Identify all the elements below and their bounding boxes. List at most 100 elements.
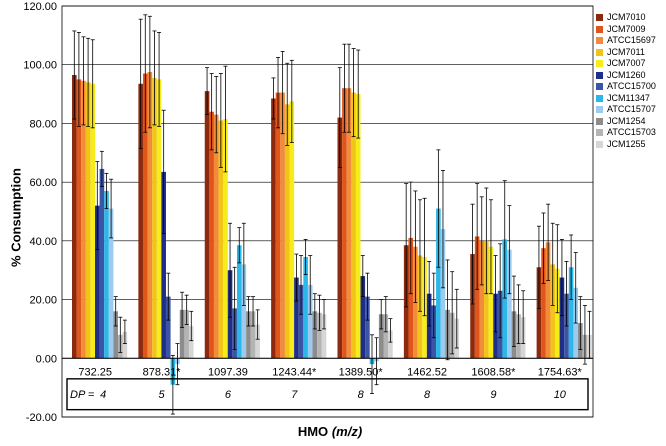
legend-swatch (596, 25, 603, 33)
x-tick-label: 1754.63* (538, 366, 583, 378)
legend-label: JCM7009 (607, 23, 646, 34)
bar (179, 309, 185, 359)
legend-item: ATCC15697 (596, 35, 666, 47)
x-tick-label: 1097.39 (208, 366, 248, 378)
bar (351, 92, 356, 359)
legend-label: ATCC15707 (607, 104, 656, 114)
legend-item: ATCC15700 (596, 81, 666, 93)
bar (312, 311, 318, 359)
bar (550, 264, 556, 359)
bar (284, 104, 290, 359)
legend-label: ATCC15700 (607, 81, 656, 91)
bar (236, 245, 242, 359)
bar (138, 83, 143, 359)
legend-swatch (596, 117, 603, 125)
legend-item: JCM7010 (596, 12, 666, 24)
bar (555, 268, 560, 359)
bar (346, 88, 352, 359)
bar (188, 325, 194, 359)
x-tick-label: 732.25 (78, 366, 112, 378)
bar (142, 73, 148, 359)
legend-swatch (596, 48, 603, 56)
x-axis-title: HMO (m/z) (230, 424, 430, 439)
bar (289, 101, 295, 359)
legend-swatch (596, 83, 603, 91)
bar (209, 111, 214, 359)
legend: JCM7010 JCM7009 ATCC15697 JCM7011 JCM7007 JCM… (596, 12, 666, 150)
bar (246, 311, 251, 359)
dp-value: 9 (490, 389, 496, 401)
y-axis-title: % Consumption (8, 168, 24, 267)
legend-item: JCM7009 (596, 24, 666, 36)
bar (250, 311, 256, 359)
bar (275, 92, 281, 359)
bar (95, 205, 100, 359)
legend-item: JCM1255 (596, 139, 666, 151)
legend-label: JCM1260 (607, 69, 646, 80)
bar (72, 74, 77, 359)
legend-label: JCM7007 (607, 58, 646, 68)
y-tick-label: -20.00 (26, 412, 57, 424)
bar (241, 264, 247, 359)
legend-label: JCM11347 (607, 92, 650, 103)
bar (440, 229, 446, 359)
x-axis-title-text: HMO (297, 424, 329, 439)
bar (255, 324, 260, 359)
bar (541, 248, 546, 359)
dp-value: 6 (225, 389, 232, 401)
bar (81, 80, 86, 359)
bar (317, 312, 322, 359)
x-tick-label: 878.31* (143, 366, 182, 378)
bar (303, 257, 308, 359)
x-tick-label: 1243.44* (272, 366, 317, 378)
bar (85, 82, 91, 359)
y-tick-label: 120.00 (23, 1, 57, 13)
bar (507, 249, 512, 359)
bar (298, 284, 304, 359)
legend-swatch (596, 140, 603, 148)
bar (559, 277, 565, 359)
legend-swatch (596, 37, 603, 45)
bar (342, 88, 347, 359)
legend-item: ATCC15707 (596, 104, 666, 116)
dp-value: 8 (424, 389, 431, 401)
legend-item: JCM1260 (596, 70, 666, 82)
x-tick-label: 1608.58* (471, 366, 516, 378)
bar (470, 254, 475, 359)
y-tick-label: 40.00 (29, 236, 57, 248)
dp-label: DP = (70, 389, 95, 401)
bar (280, 92, 285, 359)
bar (388, 330, 393, 359)
bar (294, 277, 299, 359)
legend-label: JCM7010 (607, 12, 646, 22)
bar (484, 240, 489, 359)
bar (165, 296, 171, 359)
legend-swatch (596, 14, 603, 22)
y-tick-label: 60.00 (29, 177, 57, 189)
bar (378, 314, 384, 359)
legend-item: JCM11347 (596, 93, 666, 105)
bar (213, 114, 219, 359)
legend-swatch (596, 60, 603, 68)
bar (218, 120, 224, 359)
legend-swatch (596, 71, 603, 79)
bar (76, 79, 82, 359)
x-tick-label: 1462.52 (407, 366, 447, 378)
bar (147, 72, 153, 359)
bar (436, 208, 441, 359)
bar (502, 239, 508, 359)
bar (488, 246, 494, 359)
bar (108, 208, 114, 359)
bar (104, 190, 109, 359)
legend-item: JCM7011 (596, 47, 666, 59)
bar (307, 284, 313, 359)
bar (355, 94, 361, 359)
dp-value: 4 (100, 389, 106, 401)
bar (271, 98, 276, 359)
x-axis-title-unit: (m/z) (331, 424, 363, 439)
bar (90, 83, 95, 359)
bar (223, 119, 228, 359)
bar (152, 77, 157, 359)
bar (536, 267, 542, 359)
